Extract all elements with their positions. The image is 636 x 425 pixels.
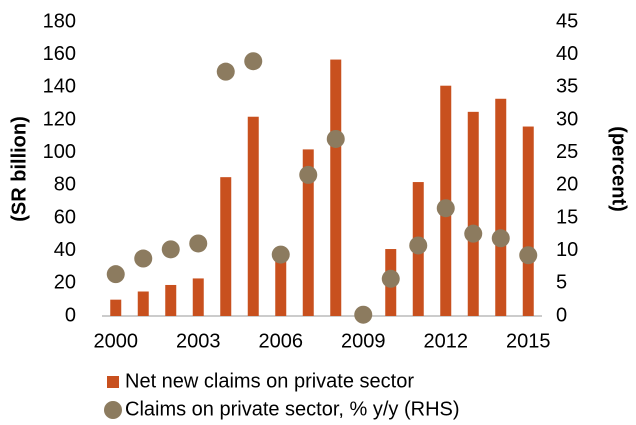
y-tick-label: 100	[43, 141, 76, 163]
y-axis-title: (SR billion)	[8, 116, 30, 222]
dot	[519, 246, 538, 265]
y-tick-label: 180	[43, 10, 76, 32]
bar	[522, 126, 534, 317]
y-tick-label: 20	[54, 272, 76, 294]
bar	[467, 111, 479, 316]
dot	[409, 236, 428, 255]
bar	[330, 59, 342, 317]
y2-tick-label: 0	[556, 304, 567, 326]
x-tick-label: 2003	[176, 330, 221, 352]
bar	[137, 291, 149, 316]
dot	[354, 305, 373, 324]
legend-label: Net new claims on private sector	[125, 370, 414, 392]
y2-tick-label: 15	[556, 206, 578, 228]
y2-tick-label: 35	[556, 76, 578, 98]
y-tick-label: 80	[54, 174, 76, 196]
y2-tick-label: 5	[556, 272, 567, 294]
dot	[134, 249, 153, 268]
x-tick-label: 2009	[341, 330, 386, 352]
dot	[244, 52, 263, 71]
dot	[216, 62, 235, 81]
y-tick-label: 140	[43, 76, 76, 98]
y-tick-label: 120	[43, 108, 76, 130]
y2-tick-label: 30	[556, 108, 578, 130]
bar	[110, 299, 122, 316]
legend-marker	[107, 376, 119, 388]
x-tick-label: 2015	[506, 330, 551, 352]
dot	[106, 265, 125, 284]
bar	[192, 278, 204, 316]
x-tick-label: 2006	[259, 330, 304, 352]
dot	[436, 199, 455, 218]
y2-tick-label: 45	[556, 10, 578, 32]
y-tick-label: 40	[54, 239, 76, 261]
bar	[495, 98, 507, 317]
dot	[299, 165, 318, 184]
y-tick-label: 160	[43, 43, 76, 65]
bar	[247, 116, 259, 316]
y2-tick-label: 25	[556, 141, 578, 163]
dot	[381, 269, 400, 288]
dot	[189, 234, 208, 253]
legend-label: Claims on private sector, % y/y (RHS)	[125, 398, 460, 420]
legend-marker	[104, 401, 122, 419]
y-tick-label: 0	[65, 304, 76, 326]
bar	[220, 177, 232, 316]
dot	[326, 129, 345, 148]
dot	[464, 224, 483, 243]
dot	[271, 245, 290, 264]
y2-tick-label: 40	[556, 43, 578, 65]
y2-tick-label: 10	[556, 239, 578, 261]
x-tick-label: 2012	[424, 330, 469, 352]
y-tick-label: 60	[54, 206, 76, 228]
bar	[302, 149, 314, 316]
y2-tick-label: 20	[556, 174, 578, 196]
dot	[491, 229, 510, 248]
bar	[165, 284, 177, 316]
dot	[161, 240, 180, 259]
x-tick-label: 2000	[94, 330, 139, 352]
bar	[275, 253, 287, 316]
y2-axis-title: (percent)	[608, 126, 630, 212]
